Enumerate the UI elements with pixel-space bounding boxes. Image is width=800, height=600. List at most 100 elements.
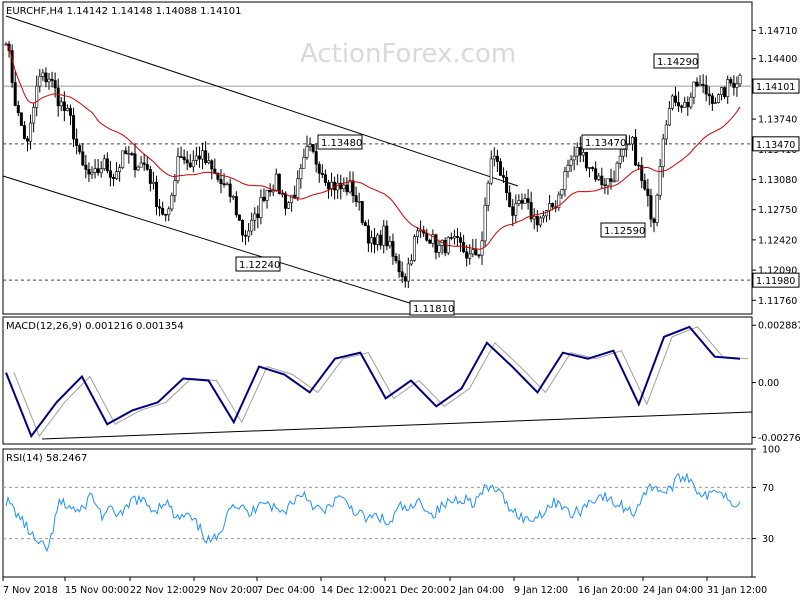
candle-body (532, 216, 536, 220)
candle-body (612, 180, 616, 183)
candle-body (717, 94, 721, 103)
candle-body (597, 175, 601, 180)
candle-body (244, 234, 248, 237)
candle-body (348, 180, 352, 193)
candle-body (234, 196, 238, 216)
candle-body (443, 240, 447, 254)
candle-body (523, 198, 527, 204)
candle-body (495, 155, 499, 162)
candle-body (164, 214, 168, 216)
candle-body (434, 234, 438, 253)
candle-body (584, 152, 588, 169)
candle-body (557, 194, 561, 208)
moving-average-line (5, 43, 741, 250)
candle-body (391, 241, 395, 257)
candle-body (118, 167, 122, 172)
current-price-box (752, 78, 800, 94)
price-tick-label: 1.12750 (758, 205, 797, 216)
candle-body (459, 237, 463, 243)
candle-body (394, 256, 398, 262)
candle-body (738, 75, 742, 85)
candle-body (311, 144, 315, 152)
candle-body (213, 168, 217, 174)
candle-body (130, 153, 134, 155)
candle-body (207, 160, 211, 164)
candle-body (336, 182, 340, 191)
macd-tick-label: -0.002764 (758, 433, 800, 444)
candle-body (720, 87, 724, 96)
candle-body (345, 184, 349, 193)
candle-body (265, 190, 269, 201)
price-annotation-box (600, 222, 646, 238)
candle-body (640, 165, 644, 181)
candle-body (575, 146, 579, 157)
candle-body (704, 84, 708, 95)
candle-body (191, 160, 195, 168)
macd-tick-label: 0.002887 (758, 321, 800, 332)
candle-body (379, 234, 383, 246)
candle-body (219, 179, 223, 184)
candle-body (403, 276, 407, 282)
candle-body (13, 82, 17, 106)
candle-body (99, 168, 103, 174)
rsi-line (5, 472, 741, 553)
candle-body (397, 260, 401, 273)
candle-body (139, 162, 143, 168)
candle-body (643, 180, 647, 190)
candle-body (382, 225, 386, 246)
candle-body (225, 183, 229, 186)
price-annotation-box (409, 300, 455, 316)
channel-lower-line (2, 175, 433, 311)
candle-body (376, 234, 380, 245)
candle-body (505, 177, 509, 194)
candle-body (363, 222, 367, 227)
candle-body (732, 82, 736, 88)
candle-body (293, 194, 297, 198)
candle-body (59, 101, 63, 107)
candle-body (680, 105, 684, 108)
candle-body (68, 108, 72, 116)
candle-body (342, 184, 346, 190)
candle-body (176, 156, 180, 182)
candle-body (290, 194, 294, 203)
candle-body (449, 237, 453, 239)
macd-signal-line (13, 326, 749, 438)
candle-body (664, 124, 668, 140)
candle-body (710, 95, 714, 104)
candle-body (428, 240, 432, 244)
candle-body (452, 236, 456, 239)
candle-body (591, 167, 595, 169)
candle-body (182, 156, 186, 161)
price-panel-frame (2, 1, 753, 315)
candle-body (729, 79, 733, 84)
candle-body (102, 158, 106, 170)
level-tag-box (752, 136, 800, 152)
candle-body (111, 177, 115, 179)
candle-body (93, 168, 97, 173)
price-tick-label: 1.14710 (758, 26, 797, 37)
candle-body (161, 207, 165, 215)
candle-body (90, 171, 94, 175)
candle-body (526, 198, 530, 203)
rsi-label: RSI(14) 58.2467 (6, 453, 87, 464)
candle-body (563, 171, 567, 190)
candle-body (471, 249, 475, 255)
candle-body (105, 158, 109, 172)
candle-body (78, 145, 82, 153)
candle-body (486, 182, 490, 206)
candle-body (16, 105, 20, 113)
candle-body (317, 163, 321, 174)
x-tick-label: 15 Nov 00:00 (65, 585, 129, 596)
price-annotation-box (581, 134, 627, 150)
x-tick-label: 16 Jan 20:00 (578, 585, 638, 596)
candle-body (50, 78, 54, 81)
candle-body (305, 146, 309, 158)
candle-body (84, 164, 88, 170)
candle-body (588, 167, 592, 169)
candle-body (145, 164, 149, 170)
candle-body (600, 175, 604, 186)
candle-body (320, 173, 324, 175)
candle-body (406, 263, 410, 282)
candle-body (701, 83, 705, 86)
candle-body (330, 181, 334, 190)
